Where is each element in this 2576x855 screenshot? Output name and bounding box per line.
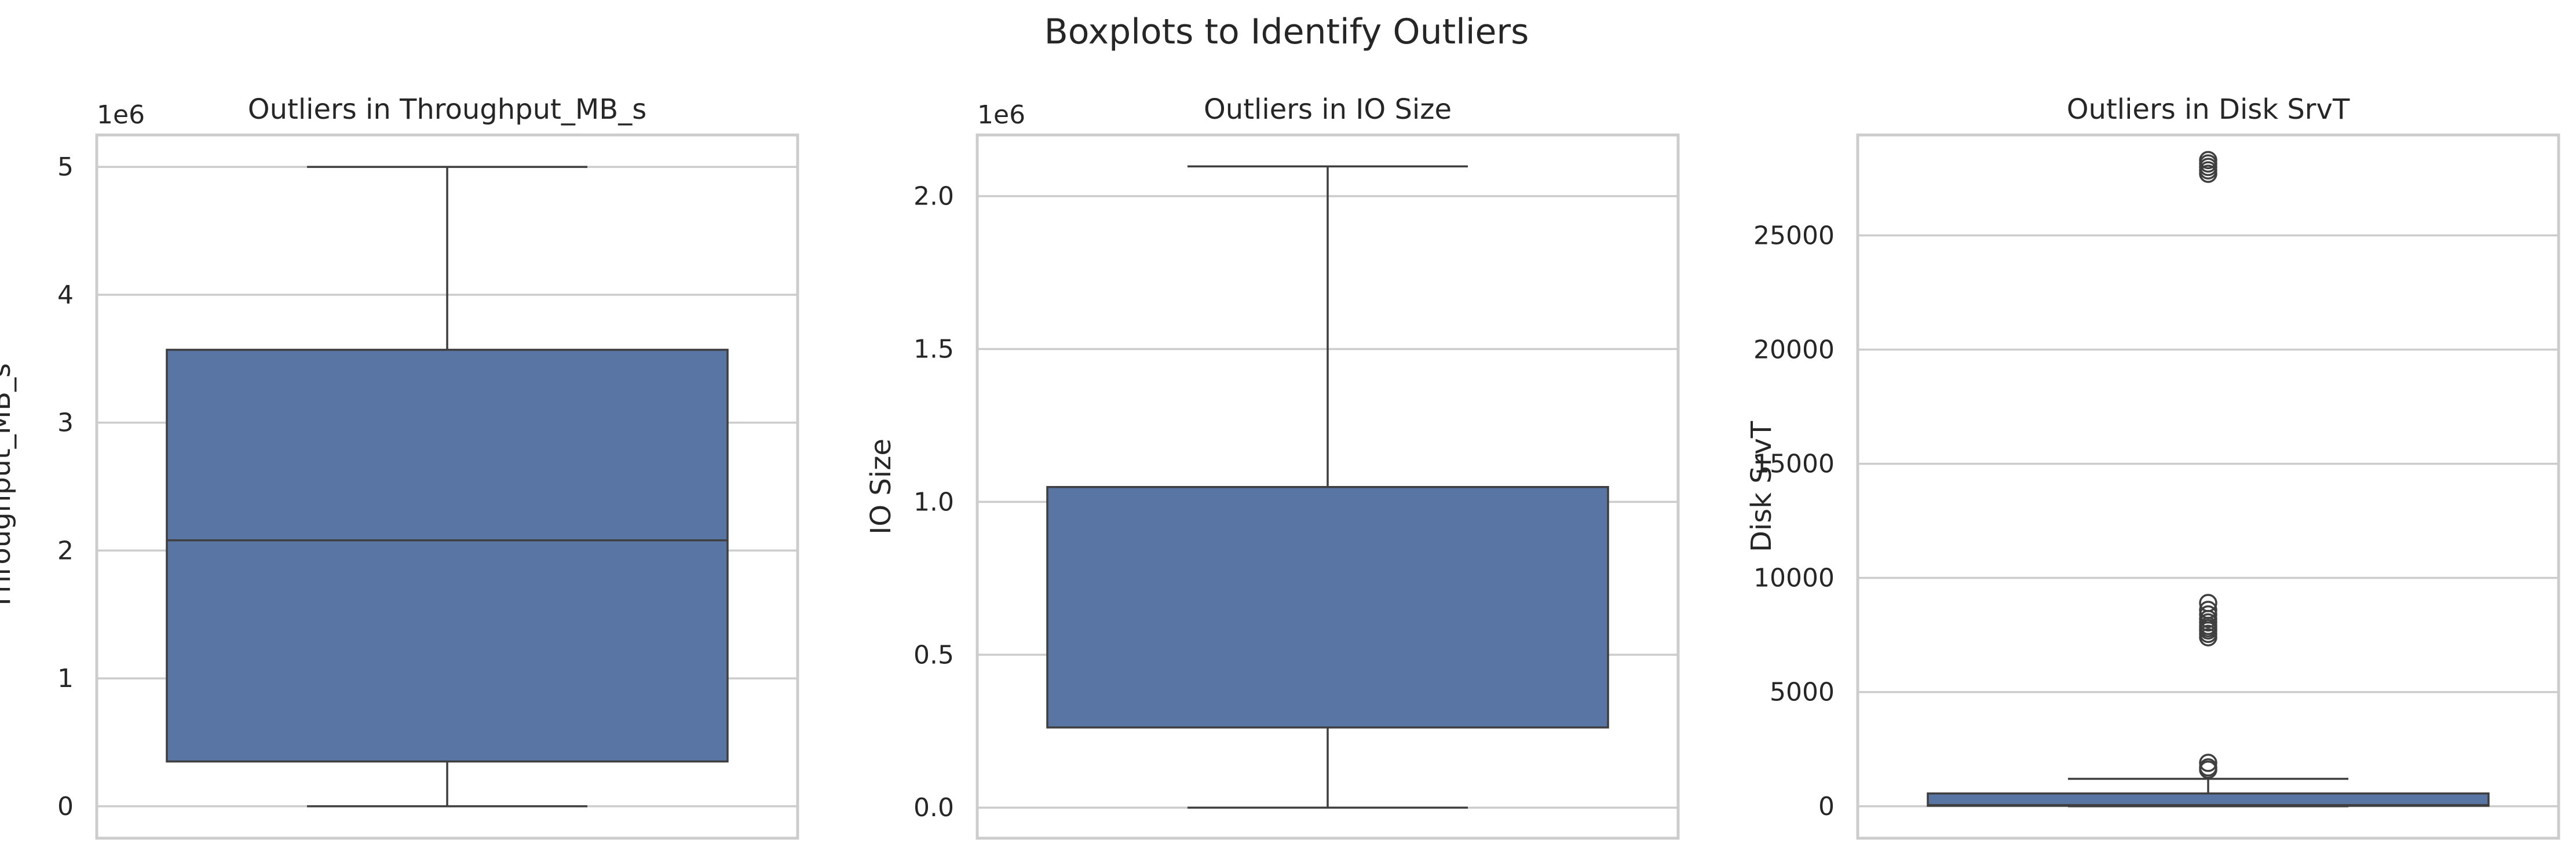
subplot-2: 0.0 0.5 1.0 1.5 2.0 1e6 Outliers in IO Size IO … <box>865 93 1680 840</box>
outlier-point <box>2199 605 2217 624</box>
y-tick-label: 5000 <box>1770 678 1835 707</box>
y-tick-label: 1.0 <box>914 487 954 517</box>
axes-frame <box>975 133 1680 840</box>
outlier-point <box>2199 754 2217 772</box>
axes-frame <box>1856 133 2560 840</box>
y-tick-label: 25000 <box>1753 221 1835 250</box>
subplot-title: Outliers in IO Size <box>1204 93 1452 126</box>
y-tick-label: 1.5 <box>914 334 954 364</box>
y-axis-label: Disk SrvT <box>1745 421 1778 552</box>
y-tick-label: 20000 <box>1753 335 1835 365</box>
y-axis-label: Throughput_MB_s <box>0 363 17 611</box>
outlier-point <box>2199 601 2217 619</box>
y-tick-label: 2 <box>57 536 74 565</box>
y-tick-label: 0 <box>57 792 74 821</box>
subplot-title: Outliers in Throughput_MB_s <box>248 93 646 126</box>
y-tick-label: 2.0 <box>914 182 954 211</box>
figure-title: Boxplots to Identify Outliers <box>1044 12 1529 52</box>
axes-frame <box>95 133 799 840</box>
y-tick-label: 5 <box>57 152 74 182</box>
axis-offset-label: 1e6 <box>97 100 145 130</box>
y-tick-label: 10000 <box>1753 564 1835 593</box>
y-axis-label: IO Size <box>865 439 897 535</box>
y-tick-label: 0 <box>1818 792 1835 821</box>
outlier-point <box>2199 758 2217 777</box>
outlier-point <box>2199 594 2217 612</box>
axis-offset-label: 1e6 <box>977 100 1025 130</box>
subplots: 0 1 2 3 4 5 1e6 Outliers in Throughput_MB_s Thro… <box>0 93 2560 840</box>
y-tick-label: 15000 <box>1753 450 1835 479</box>
subplot-1: 0 1 2 3 4 5 1e6 Outliers in Throughput_MB_s Thro… <box>0 93 799 840</box>
iqr-box <box>166 349 729 763</box>
iqr-box <box>1046 486 1609 729</box>
outlier-point <box>2199 151 2217 170</box>
y-tick-label: 3 <box>57 408 74 438</box>
y-tick-label: 0.5 <box>914 640 954 670</box>
iqr-box <box>1927 792 2490 807</box>
subplot-title: Outliers in Disk SrvT <box>2067 93 2350 126</box>
y-tick-label: 4 <box>57 280 74 310</box>
subplot-3: 0 5000 10000 15000 20000 25000 Outliers in Dis… <box>1745 93 2560 840</box>
y-tick-label: 1 <box>57 664 74 693</box>
y-tick-label: 0.0 <box>914 793 954 823</box>
